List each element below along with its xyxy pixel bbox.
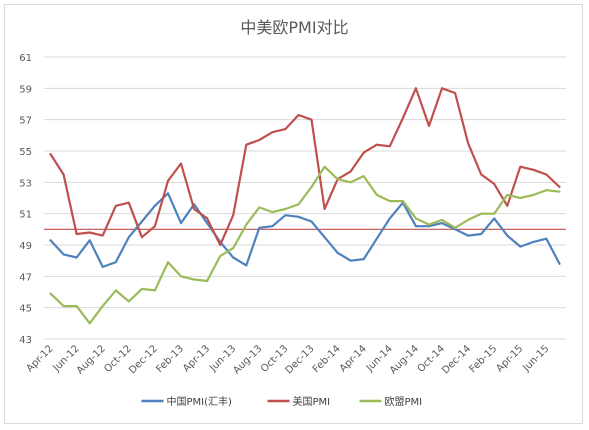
series-line-2 (49, 87, 561, 247)
y-tick-label: 59 (19, 84, 32, 95)
x-tick-label: Aug-12 (75, 343, 108, 376)
x-tick-label: Feb-13 (154, 343, 186, 375)
x-tick-label: Dec-14 (440, 343, 473, 376)
x-tick-label: Dec-12 (127, 343, 160, 376)
y-tick-label: 49 (19, 241, 32, 252)
series-line-3 (49, 165, 561, 325)
y-tick-label: 61 (19, 53, 32, 64)
y-tick-label: 47 (19, 272, 32, 283)
chart-title: 中美欧PMI对比 (240, 18, 348, 37)
x-tick-label: Feb-14 (311, 343, 343, 375)
y-tick-label: 57 (19, 116, 32, 127)
x-tick-label: Apr-14 (338, 343, 369, 374)
y-tick-label: 45 (19, 304, 32, 315)
x-axis-ticks: Apr-12Jun-12Aug-12Oct-12Dec-12Feb-13Apr-… (25, 343, 552, 376)
x-tick-label: Apr-13 (181, 343, 212, 374)
y-tick-label: 51 (19, 210, 32, 221)
gridlines (44, 56, 566, 340)
x-tick-label: Aug-13 (231, 343, 264, 376)
legend-label: 中国PMI(汇丰) (167, 395, 233, 408)
y-tick-label: 53 (19, 178, 32, 189)
legend: 中国PMI(汇丰) 美国PMI 欧盟PMI (141, 395, 423, 408)
x-tick-label: Apr-12 (25, 343, 56, 374)
x-tick-label: Apr-15 (494, 343, 525, 374)
y-tick-label: 55 (19, 147, 32, 158)
legend-label: 美国PMI (293, 395, 331, 408)
x-tick-label: Jun-15 (520, 343, 551, 374)
series-lines (49, 87, 561, 325)
x-tick-label: Dec-13 (284, 343, 317, 376)
x-tick-label: Aug-14 (388, 343, 421, 376)
legend-label: 欧盟PMI (385, 396, 423, 408)
y-axis-ticks: 43 45 47 49 51 53 55 57 59 61 (19, 53, 32, 346)
series-line-1 (49, 192, 561, 268)
y-tick-label: 43 (19, 335, 32, 346)
x-tick-label: Feb-15 (467, 343, 499, 375)
